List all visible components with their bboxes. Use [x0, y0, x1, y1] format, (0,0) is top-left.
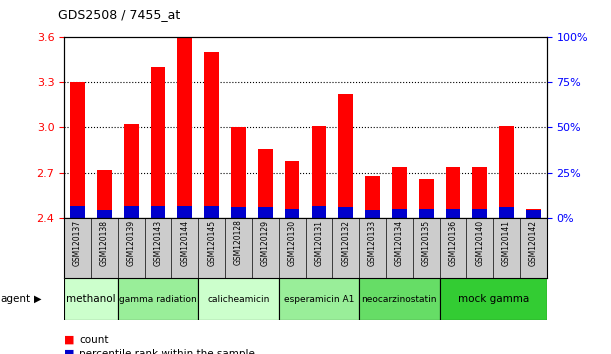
- Bar: [338, 94, 353, 218]
- Text: GSM120134: GSM120134: [395, 219, 404, 266]
- Bar: [526, 210, 541, 218]
- Bar: [231, 127, 246, 218]
- Text: methanol: methanol: [66, 294, 115, 304]
- Text: GSM120132: GSM120132: [341, 219, 350, 266]
- Text: GSM120142: GSM120142: [529, 219, 538, 266]
- Bar: [526, 209, 541, 218]
- Bar: [258, 207, 273, 218]
- Bar: [97, 210, 112, 218]
- Bar: [204, 206, 219, 218]
- Text: calicheamicin: calicheamicin: [207, 295, 269, 304]
- Text: GDS2508 / 7455_at: GDS2508 / 7455_at: [58, 8, 180, 21]
- Text: GSM120128: GSM120128: [234, 219, 243, 266]
- Bar: [445, 209, 460, 218]
- Bar: [70, 82, 85, 218]
- Text: GSM120133: GSM120133: [368, 219, 377, 266]
- Bar: [177, 37, 192, 218]
- Bar: [312, 206, 326, 218]
- Text: mock gamma: mock gamma: [458, 294, 529, 304]
- Text: GSM120144: GSM120144: [180, 219, 189, 266]
- Bar: [445, 166, 460, 218]
- Text: GSM120135: GSM120135: [422, 219, 431, 266]
- Text: agent: agent: [1, 294, 31, 304]
- Text: GSM120129: GSM120129: [261, 219, 270, 266]
- Bar: [124, 206, 139, 218]
- Bar: [258, 148, 273, 218]
- Text: esperamicin A1: esperamicin A1: [284, 295, 354, 304]
- Bar: [177, 206, 192, 218]
- Bar: [499, 207, 514, 218]
- Bar: [64, 278, 118, 320]
- Text: ■: ■: [64, 349, 75, 354]
- Bar: [285, 161, 299, 218]
- Bar: [204, 52, 219, 218]
- Bar: [419, 209, 434, 218]
- Bar: [419, 178, 434, 218]
- Text: GSM120141: GSM120141: [502, 219, 511, 266]
- Bar: [124, 124, 139, 218]
- Bar: [472, 209, 487, 218]
- Bar: [338, 207, 353, 218]
- Bar: [365, 176, 380, 218]
- Bar: [97, 170, 112, 218]
- Text: GSM120138: GSM120138: [100, 219, 109, 266]
- Text: gamma radiation: gamma radiation: [119, 295, 197, 304]
- Bar: [279, 278, 359, 320]
- Bar: [151, 206, 166, 218]
- Bar: [312, 126, 326, 218]
- Text: GSM120131: GSM120131: [315, 219, 323, 266]
- Bar: [198, 278, 279, 320]
- Text: GSM120137: GSM120137: [73, 219, 82, 266]
- Text: GSM120130: GSM120130: [288, 219, 296, 266]
- Bar: [392, 209, 407, 218]
- Text: GSM120140: GSM120140: [475, 219, 485, 266]
- Bar: [365, 210, 380, 218]
- Bar: [285, 209, 299, 218]
- Text: GSM120143: GSM120143: [153, 219, 163, 266]
- Text: GSM120145: GSM120145: [207, 219, 216, 266]
- Text: ■: ■: [64, 335, 75, 345]
- Bar: [439, 278, 547, 320]
- Text: GSM120136: GSM120136: [448, 219, 458, 266]
- Bar: [70, 206, 85, 218]
- Bar: [151, 67, 166, 218]
- Text: count: count: [79, 335, 109, 345]
- Text: neocarzinostatin: neocarzinostatin: [362, 295, 437, 304]
- Bar: [118, 278, 198, 320]
- Bar: [499, 126, 514, 218]
- Text: GSM120139: GSM120139: [126, 219, 136, 266]
- Bar: [472, 166, 487, 218]
- Bar: [231, 207, 246, 218]
- Text: percentile rank within the sample: percentile rank within the sample: [79, 349, 255, 354]
- Bar: [392, 166, 407, 218]
- Text: ▶: ▶: [34, 294, 41, 304]
- Bar: [359, 278, 439, 320]
